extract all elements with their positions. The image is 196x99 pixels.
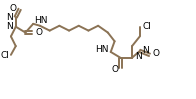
Text: HN: HN — [95, 45, 109, 54]
Text: Cl: Cl — [143, 22, 152, 31]
Text: N: N — [135, 52, 142, 61]
Text: O: O — [152, 49, 159, 58]
Text: O: O — [112, 65, 118, 74]
Text: HN: HN — [34, 16, 48, 25]
Text: N: N — [6, 22, 13, 31]
Text: O: O — [10, 4, 17, 13]
Text: O: O — [35, 28, 42, 37]
Text: Cl: Cl — [0, 51, 9, 60]
Text: N: N — [6, 13, 13, 22]
Text: N: N — [142, 46, 149, 55]
